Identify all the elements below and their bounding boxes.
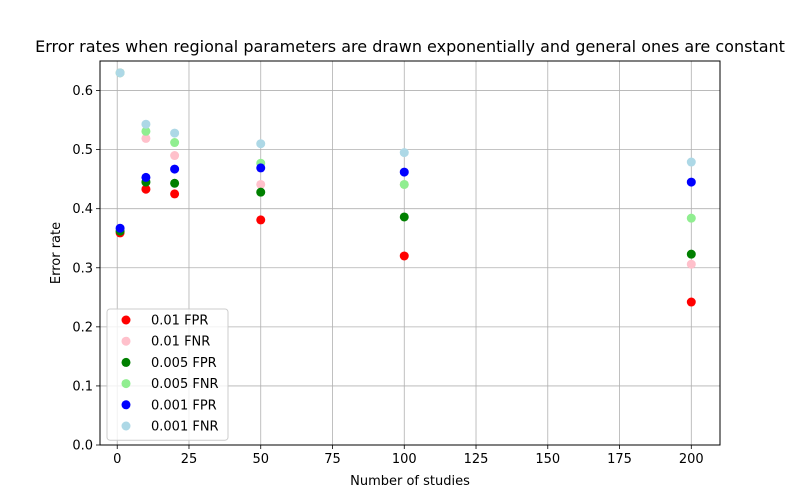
data-point <box>256 139 266 149</box>
data-point <box>686 177 696 187</box>
y-tick-label: 0.2 <box>72 320 93 335</box>
data-point <box>256 163 266 173</box>
x-axis-label: Number of studies <box>350 474 470 489</box>
x-tick-label: 175 <box>607 452 632 467</box>
data-point <box>115 223 125 233</box>
data-point <box>686 259 696 269</box>
data-point <box>256 179 266 189</box>
x-tick-label: 50 <box>252 452 269 467</box>
y-tick-label: 0.4 <box>72 202 93 217</box>
data-point <box>256 215 266 225</box>
data-point <box>170 151 180 161</box>
data-point <box>399 251 409 261</box>
legend-marker <box>121 336 131 346</box>
x-tick-label: 150 <box>535 452 560 467</box>
plot-frame <box>99 60 721 446</box>
legend: 0.01 FPR 0.01 FNR 0.005 FPR 0.005 FNR 0.001 … <box>106 308 229 441</box>
legend-box <box>106 308 229 441</box>
data-point <box>141 184 151 194</box>
data-point <box>686 213 696 223</box>
data-point <box>170 138 180 148</box>
legend-marker <box>121 315 131 325</box>
data-point <box>170 128 180 138</box>
y-tick-label: 0.0 <box>72 439 93 454</box>
legend-label: 0.005 FNR <box>151 377 219 392</box>
axis-ticks: 0 25 50 75 100 125 150 175 200 0.0 0.1 0.2 0.3 0.4 0.5… <box>72 84 703 467</box>
data-point <box>399 167 409 177</box>
y-tick-label: 0.5 <box>72 143 93 158</box>
data-point <box>256 187 266 197</box>
data-point <box>170 189 180 199</box>
data-point <box>141 172 151 182</box>
legend-label: 0.005 FPR <box>151 356 217 371</box>
data-point <box>399 148 409 158</box>
data-point <box>686 297 696 307</box>
data-point <box>399 179 409 189</box>
legend-label: 0.01 FNR <box>151 335 210 350</box>
data-points <box>115 68 696 307</box>
x-tick-label: 0 <box>113 452 121 467</box>
y-tick-label: 0.6 <box>72 84 93 99</box>
chart-title: Error rates when regional parameters are… <box>35 37 785 56</box>
data-point <box>115 68 125 78</box>
data-point <box>141 119 151 129</box>
x-tick-label: 75 <box>324 452 341 467</box>
data-point <box>170 164 180 174</box>
y-tick-label: 0.3 <box>72 261 93 276</box>
data-point <box>170 178 180 188</box>
y-tick-label: 0.1 <box>72 379 93 394</box>
legend-marker <box>121 400 131 410</box>
data-point <box>686 157 696 167</box>
legend-label: 0.01 FPR <box>151 314 208 329</box>
y-axis-label: Error rate <box>49 222 64 284</box>
legend-marker <box>121 357 131 367</box>
legend-label: 0.001 FNR <box>151 420 219 435</box>
x-tick-label: 125 <box>464 452 489 467</box>
legend-marker <box>121 379 131 389</box>
legend-label: 0.001 FPR <box>151 398 217 413</box>
data-point <box>399 212 409 222</box>
data-point <box>686 249 696 259</box>
data-point <box>141 133 151 143</box>
x-tick-label: 25 <box>181 452 198 467</box>
x-tick-label: 200 <box>679 452 704 467</box>
x-tick-label: 100 <box>392 452 417 467</box>
data-point <box>141 126 151 136</box>
legend-marker <box>121 421 131 431</box>
